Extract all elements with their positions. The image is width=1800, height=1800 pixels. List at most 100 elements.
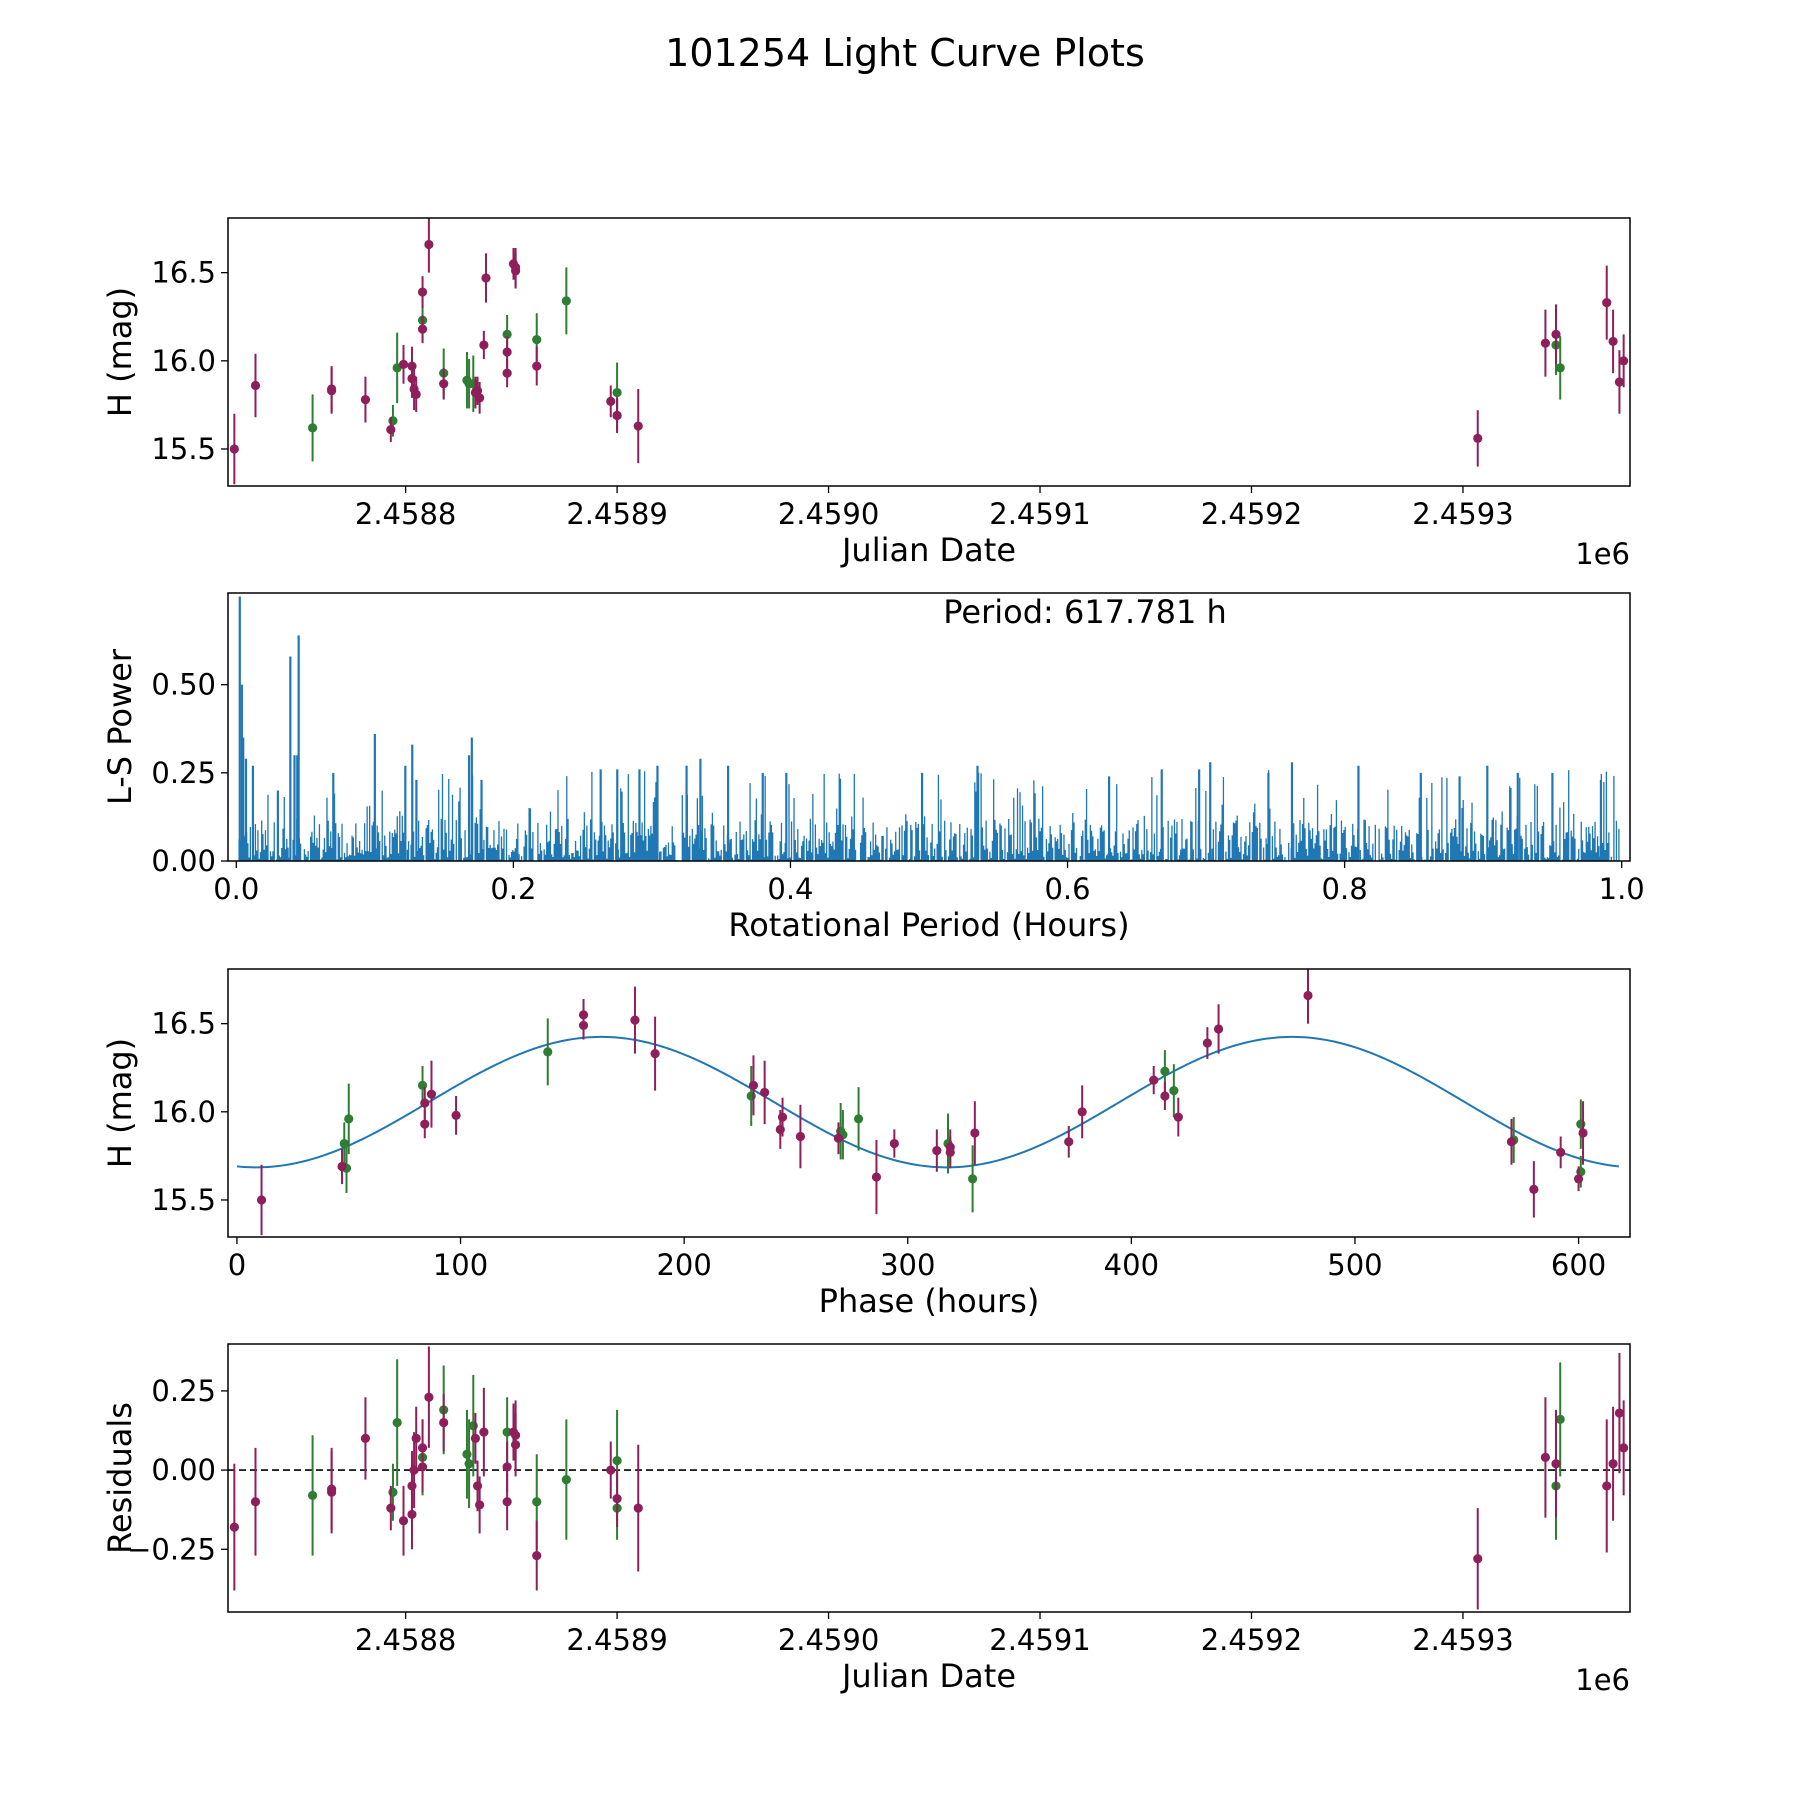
residuals-ytick-label: −0.25 xyxy=(127,1532,216,1566)
lightcurve-xlabel: Julian Date xyxy=(840,531,1016,569)
lightcurve-xtick-label: 2.4591 xyxy=(989,497,1090,531)
folded-point-maroon xyxy=(833,1133,844,1143)
residuals-point-maroon xyxy=(612,1493,622,1504)
periodogram-xtick-label: 0.2 xyxy=(490,872,536,906)
folded-point-maroon xyxy=(1149,1075,1159,1085)
folded-point-green xyxy=(853,1114,864,1124)
folded-point-maroon xyxy=(1303,990,1313,1001)
lightcurve-point-maroon xyxy=(510,262,521,272)
lightcurve-point-maroon xyxy=(1551,329,1561,339)
residuals-point-maroon xyxy=(250,1497,261,1507)
residuals-point-green xyxy=(532,1497,542,1507)
residuals-point-maroon xyxy=(606,1465,616,1475)
residuals-point-maroon xyxy=(1473,1554,1483,1564)
lightcurve-point-maroon xyxy=(1540,338,1551,348)
lightcurve-point-maroon xyxy=(360,395,371,405)
folded-xtick-label: 500 xyxy=(1327,1248,1382,1282)
folded-point-maroon xyxy=(889,1138,899,1149)
lightcurve-plot-area xyxy=(229,218,1629,485)
lightcurve-point-maroon xyxy=(1619,356,1629,366)
folded-point-maroon xyxy=(337,1161,347,1172)
folded-point-maroon xyxy=(420,1119,430,1129)
lightcurve-point-maroon xyxy=(606,396,616,406)
residuals-point-green xyxy=(462,1449,472,1459)
lightcurve-axes-frame xyxy=(227,217,1631,487)
residuals-point-maroon xyxy=(1602,1481,1612,1491)
folded-point-maroon xyxy=(760,1087,770,1098)
folded-point-maroon xyxy=(795,1131,806,1142)
lightcurve-point-green xyxy=(307,423,318,433)
residuals-point-maroon xyxy=(417,1443,428,1453)
residuals-point-maroon xyxy=(470,1433,481,1444)
residuals-point-maroon xyxy=(229,1522,239,1532)
period-annotation: Period: 617.781 h xyxy=(943,593,1227,631)
lightcurve-point-maroon xyxy=(407,373,417,384)
lightcurve-point-maroon xyxy=(479,340,489,350)
lightcurve-point-maroon xyxy=(1608,336,1618,347)
periodogram-axes-frame xyxy=(227,592,1631,862)
residuals-xtick-label: 2.4588 xyxy=(355,1623,456,1657)
lightcurve-panel: 2.4588 2.4589 2.4590 2.4591 2.4592 2.4593 15.5… xyxy=(101,217,1631,571)
folded-point-maroon xyxy=(945,1147,955,1157)
folded-point-maroon xyxy=(748,1080,759,1090)
residuals-point-maroon xyxy=(424,1392,434,1402)
folded-point-maroon xyxy=(650,1049,660,1059)
folded-ytick-label: 16.5 xyxy=(151,1007,216,1041)
residuals-point-maroon xyxy=(633,1503,643,1513)
periodogram-xtick-label: 0.6 xyxy=(1044,872,1090,906)
folded-point-maroon xyxy=(1529,1184,1539,1194)
residuals-point-maroon xyxy=(1619,1443,1629,1453)
residuals-point-maroon xyxy=(1608,1459,1618,1469)
folded-point-green xyxy=(968,1174,978,1184)
residuals-point-maroon xyxy=(407,1481,417,1491)
lightcurve-xtick-label: 2.4592 xyxy=(1201,497,1302,531)
folded-point-maroon xyxy=(932,1146,942,1156)
residuals-xtick-label: 2.4593 xyxy=(1412,1623,1513,1657)
lightcurve-point-maroon xyxy=(439,379,449,389)
folded-xlabel: Phase (hours) xyxy=(819,1282,1040,1320)
residuals-point-maroon xyxy=(1614,1408,1625,1418)
residuals-point-green xyxy=(502,1427,512,1437)
folded-point-maroon xyxy=(1160,1091,1170,1101)
folded-point-maroon xyxy=(578,1020,589,1031)
folded-point-green xyxy=(344,1114,354,1124)
folded-xtick-label: 300 xyxy=(880,1248,935,1282)
lightcurve-ytick-label: 15.5 xyxy=(151,432,216,466)
residuals-ytick-label: 0.00 xyxy=(151,1453,216,1487)
residuals-xlabel: Julian Date xyxy=(840,1657,1016,1695)
folded-point-green xyxy=(543,1047,553,1057)
lightcurve-point-maroon xyxy=(417,287,428,297)
folded-point-maroon xyxy=(1556,1147,1566,1157)
lightcurve-point-maroon xyxy=(481,273,491,283)
lightcurve-point-maroon xyxy=(612,410,622,421)
periodogram-ytick-label: 0.25 xyxy=(151,756,216,790)
residuals-point-green xyxy=(1555,1414,1565,1424)
lightcurve-point-maroon xyxy=(229,444,239,454)
residuals-offset-label: 1e6 xyxy=(1575,1663,1630,1697)
folded-ytick-label: 16.0 xyxy=(151,1095,216,1129)
residuals-point-maroon xyxy=(411,1433,421,1444)
folded-point-green xyxy=(1169,1086,1179,1096)
residuals-point-green xyxy=(468,1421,478,1431)
residuals-point-green xyxy=(561,1474,571,1485)
residuals-point-maroon xyxy=(360,1433,371,1444)
folded-point-maroon xyxy=(1506,1137,1517,1147)
lightcurve-point-green xyxy=(1555,363,1565,373)
residuals-ytick-label: 0.25 xyxy=(151,1374,216,1408)
folded-panel: 0 100 200 300 400 500 600 15.5 16.0 16.5 Phase (ho… xyxy=(101,968,1631,1320)
lightcurve-point-maroon xyxy=(1473,433,1483,443)
figure-title: 101254 Light Curve Plots xyxy=(665,31,1145,75)
folded-ytick-label: 15.5 xyxy=(151,1183,216,1217)
lightcurve-xtick-label: 2.4589 xyxy=(566,497,667,531)
lightcurve-offset-label: 1e6 xyxy=(1575,537,1630,571)
residuals-point-maroon xyxy=(532,1551,542,1561)
residuals-xtick-label: 2.4589 xyxy=(566,1623,667,1657)
residuals-point-maroon xyxy=(1540,1452,1551,1463)
folded-plot-area xyxy=(236,969,1619,1236)
folded-ylabel: H (mag) xyxy=(101,1038,139,1168)
residuals-xtick-label: 2.4591 xyxy=(989,1623,1090,1657)
periodogram-ylabel: L-S Power xyxy=(101,648,139,805)
periodogram-xtick-label: 0.8 xyxy=(1322,872,1368,906)
residuals-point-green xyxy=(307,1490,318,1501)
